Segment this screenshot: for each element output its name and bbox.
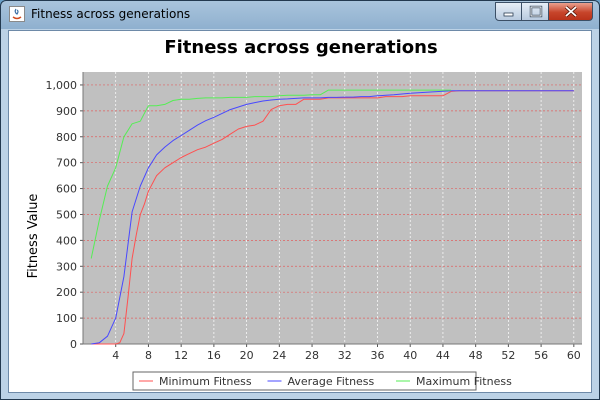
minimize-icon bbox=[496, 3, 521, 20]
y-tick-label: 1,000 bbox=[46, 79, 78, 92]
x-tick-label: 4 bbox=[112, 349, 119, 362]
window-title: Fitness across generations bbox=[31, 7, 191, 21]
y-tick-label: 400 bbox=[56, 234, 77, 247]
close-icon bbox=[549, 3, 592, 20]
java-app-icon[interactable] bbox=[9, 6, 25, 22]
y-tick-label: 100 bbox=[56, 312, 77, 325]
series-line-average-fitness bbox=[91, 90, 574, 345]
x-tick-label: 24 bbox=[272, 349, 286, 362]
y-tick-label: 800 bbox=[56, 131, 77, 144]
legend-box bbox=[132, 371, 477, 391]
y-tick-label: 200 bbox=[56, 286, 77, 299]
minimize-button[interactable] bbox=[495, 2, 522, 21]
line-chart: Fitness across generations Fitness Value… bbox=[26, 37, 582, 391]
x-tick-label: 52 bbox=[501, 349, 515, 362]
y-tick-label: 500 bbox=[56, 208, 77, 221]
x-tick-label: 36 bbox=[370, 349, 384, 362]
grid-lines bbox=[83, 72, 582, 345]
y-axis-label: Fitness Value bbox=[26, 194, 41, 279]
y-tick-label: 600 bbox=[56, 183, 77, 196]
y-tick-label: 300 bbox=[56, 260, 77, 273]
legend-label: Average Fitness bbox=[288, 375, 375, 388]
maximize-icon bbox=[522, 3, 548, 20]
series-line-maximum-fitness bbox=[90, 89, 452, 259]
x-tick-label: 32 bbox=[338, 349, 352, 362]
x-tick-label: 56 bbox=[534, 349, 548, 362]
legend-label: Minimum Fitness bbox=[159, 375, 252, 388]
series-lines bbox=[90, 89, 574, 345]
series-line-minimum-fitness bbox=[91, 90, 574, 345]
maximize-button[interactable] bbox=[522, 2, 549, 21]
y-tick-label: 0 bbox=[70, 338, 77, 351]
x-tick-label: 16 bbox=[207, 349, 221, 362]
x-tick-label: 12 bbox=[174, 349, 188, 362]
x-tick-label: 48 bbox=[469, 349, 483, 362]
chart-title: Fitness across generations bbox=[164, 37, 437, 58]
legend: Minimum Fitness Average Fitness Maximum Fi… bbox=[132, 371, 512, 391]
plot-area bbox=[83, 72, 582, 344]
x-tick-label: 44 bbox=[436, 349, 450, 362]
y-tick-label: 900 bbox=[56, 105, 77, 118]
legend-label: Maximum Fitness bbox=[416, 375, 512, 388]
y-tick-label: 700 bbox=[56, 157, 77, 170]
close-button[interactable] bbox=[549, 2, 593, 21]
x-tick-label: 40 bbox=[403, 349, 417, 362]
x-tick-label: 20 bbox=[240, 349, 254, 362]
x-tick-label: 28 bbox=[305, 349, 319, 362]
x-tick-label: 8 bbox=[145, 349, 152, 362]
x-tick-label: 60 bbox=[567, 349, 581, 362]
title-bar[interactable]: Fitness across generations bbox=[1, 1, 599, 29]
chart-panel: Fitness across generations Fitness Value… bbox=[8, 30, 592, 393]
